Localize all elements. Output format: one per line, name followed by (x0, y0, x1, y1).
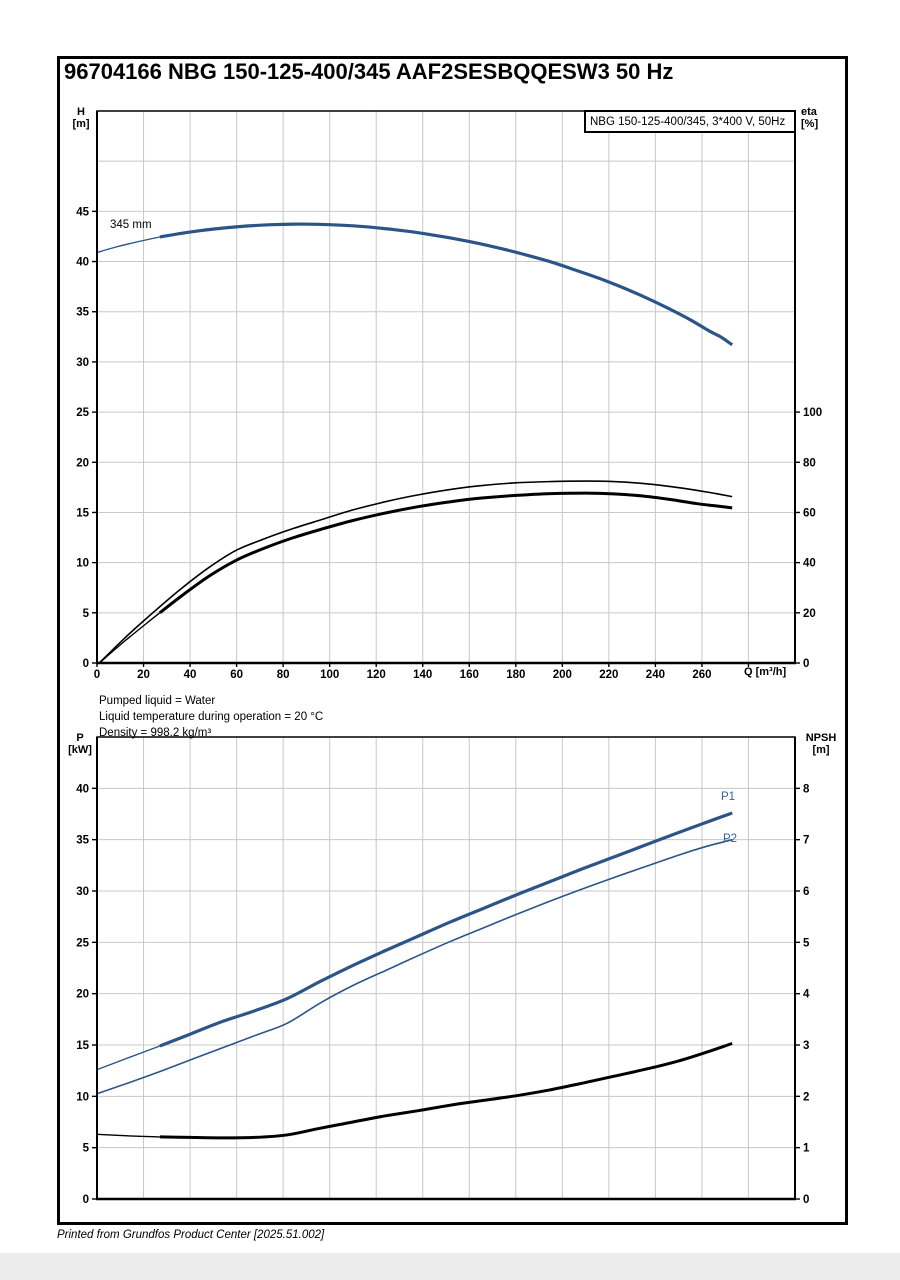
svg-text:0: 0 (83, 658, 89, 670)
eta-axis-unit: eta [%] (801, 106, 831, 130)
svg-text:6: 6 (803, 886, 809, 898)
liquid-info-line: Liquid temperature during operation = 20… (99, 711, 324, 723)
svg-text:10: 10 (76, 1091, 89, 1103)
p2-curve-label: P2 (723, 833, 738, 845)
axis-unit-line: NPSH (805, 732, 837, 744)
liquid-info: Pumped liquid = Water Liquid temperature… (99, 693, 323, 741)
svg-text:40: 40 (803, 558, 816, 570)
axis-unit-line: [m] (812, 744, 830, 756)
liquid-info-line: Density = 998.2 kg/m³ (99, 727, 212, 739)
page-bottom-margin (0, 1253, 900, 1280)
liquid-info-line: Pumped liquid = Water (99, 695, 216, 707)
svg-text:2: 2 (803, 1091, 809, 1103)
svg-text:5: 5 (803, 937, 810, 949)
svg-text:30: 30 (76, 886, 89, 898)
svg-text:40: 40 (76, 257, 89, 269)
axis-unit-line: [kW] (68, 744, 92, 756)
svg-text:200: 200 (553, 669, 572, 681)
svg-text:60: 60 (803, 507, 816, 519)
svg-text:240: 240 (646, 669, 665, 681)
q-axis-unit: Q [m³/h] (744, 666, 787, 678)
svg-text:45: 45 (76, 206, 89, 218)
svg-text:0: 0 (803, 1194, 809, 1206)
axis-unit-line: [%] (801, 118, 819, 130)
svg-text:15: 15 (76, 1040, 89, 1052)
p-axis-unit: P [kW] (62, 732, 98, 756)
p1-curve-label: P1 (721, 791, 736, 803)
svg-text:0: 0 (83, 1194, 89, 1206)
svg-text:140: 140 (413, 669, 432, 681)
svg-text:260: 260 (692, 669, 711, 681)
svg-text:100: 100 (320, 669, 339, 681)
svg-text:80: 80 (277, 669, 290, 681)
svg-text:25: 25 (76, 407, 89, 419)
svg-text:100: 100 (803, 407, 822, 419)
axis-unit-line: eta (801, 106, 817, 118)
svg-text:10: 10 (76, 558, 89, 570)
svg-text:20: 20 (76, 989, 89, 1001)
svg-text:160: 160 (460, 669, 479, 681)
svg-text:25: 25 (76, 937, 89, 949)
svg-text:30: 30 (76, 357, 89, 369)
svg-text:0: 0 (94, 669, 100, 681)
svg-text:40: 40 (184, 669, 197, 681)
svg-text:8: 8 (803, 783, 810, 795)
svg-text:35: 35 (76, 835, 89, 847)
svg-text:20: 20 (76, 457, 89, 469)
svg-text:180: 180 (506, 669, 525, 681)
svg-text:15: 15 (76, 507, 89, 519)
svg-text:20: 20 (137, 669, 150, 681)
svg-text:80: 80 (803, 457, 816, 469)
svg-text:1: 1 (803, 1143, 810, 1155)
legend-text: NBG 150-125-400/345, 3*400 V, 50Hz (590, 115, 786, 128)
svg-text:5: 5 (83, 1143, 90, 1155)
svg-text:220: 220 (599, 669, 618, 681)
svg-text:20: 20 (803, 608, 816, 620)
h-axis-unit: H [m] (68, 106, 94, 130)
impeller-diameter-label: 345 mm (110, 219, 152, 231)
svg-text:40: 40 (76, 783, 89, 795)
footer-text: Printed from Grundfos Product Center [20… (57, 1229, 325, 1241)
page-title: 96704166 NBG 150-125-400/345 AAF2SESBQQE… (64, 59, 674, 84)
axis-unit-line: [m] (72, 118, 90, 130)
svg-text:5: 5 (83, 608, 90, 620)
npsh-axis-unit: NPSH [m] (799, 732, 843, 756)
svg-text:60: 60 (230, 669, 243, 681)
axis-unit-line: H (77, 106, 85, 118)
svg-text:0: 0 (803, 658, 809, 670)
svg-text:7: 7 (803, 835, 809, 847)
svg-text:120: 120 (367, 669, 386, 681)
svg-text:3: 3 (803, 1040, 809, 1052)
legend-box: NBG 150-125-400/345, 3*400 V, 50Hz (584, 110, 796, 133)
axis-unit-line: P (76, 732, 84, 744)
svg-text:4: 4 (803, 989, 810, 1001)
report-frame (57, 56, 848, 1225)
svg-text:35: 35 (76, 307, 89, 319)
